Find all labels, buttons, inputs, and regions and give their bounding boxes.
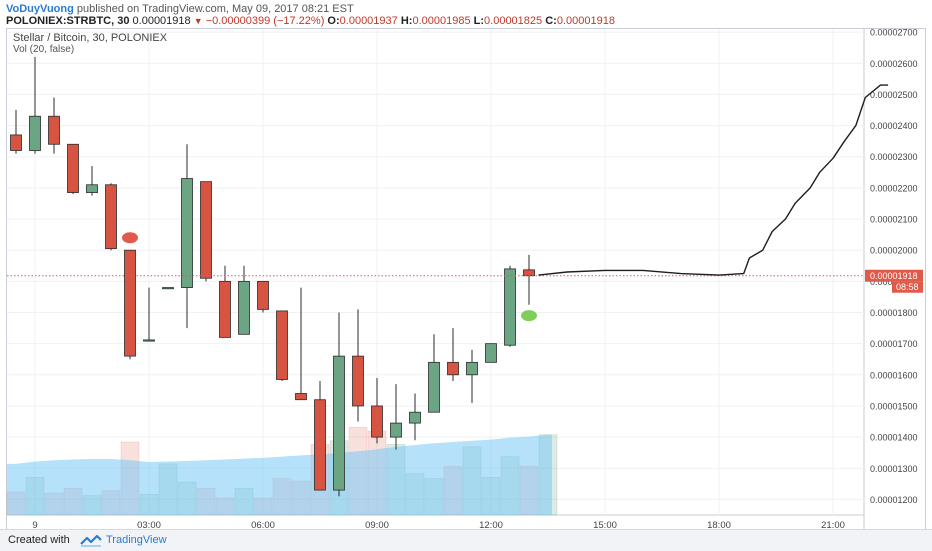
candle-body[interactable]: [29, 115, 41, 151]
y-tick-label: 0.00002100: [870, 215, 918, 225]
y-tick-label: 0.00002700: [870, 28, 918, 38]
candle-body[interactable]: [10, 134, 22, 151]
candle-body[interactable]: [181, 178, 193, 288]
x-tick-label: 12:00: [479, 520, 503, 531]
volume-legend: Vol (20, false): [13, 44, 75, 55]
y-tick-label: 0.00001400: [870, 433, 918, 443]
y-tick-label: 0.00001700: [870, 339, 918, 349]
candle-body[interactable]: [390, 422, 402, 438]
y-tick-label: 0.00002400: [870, 121, 918, 131]
candle-body[interactable]: [523, 269, 535, 277]
created-with-text: Created with: [8, 534, 70, 546]
y-tick-label: 0.00002500: [870, 90, 918, 100]
x-tick-label: 9: [32, 520, 37, 531]
low-label: L:: [473, 15, 485, 27]
candle-body[interactable]: [219, 280, 231, 338]
low-value: 0.00001825: [484, 15, 543, 27]
tradingview-logo-icon: [80, 534, 102, 547]
projection-line[interactable]: [538, 84, 889, 276]
y-tick-label: 0.00001600: [870, 370, 918, 380]
published-text: published on TradingView.com, May 09, 20…: [76, 3, 354, 15]
candle-body[interactable]: [257, 280, 269, 310]
last-price-tag: [865, 269, 923, 282]
down-arrow-icon: ▼: [193, 16, 203, 26]
candle-body[interactable]: [428, 361, 440, 413]
y-tick-label: 0.00001500: [870, 401, 918, 411]
y-tick-label: 0.00002600: [870, 59, 918, 69]
ohlc-header: POLONIEX:STRBTC, 30 0.00001918 ▼ −0.0000…: [6, 15, 615, 27]
candle-body[interactable]: [466, 361, 478, 376]
candle-body[interactable]: [67, 143, 79, 193]
candle-body[interactable]: [162, 287, 174, 290]
y-tick-label: 0.00001300: [870, 464, 918, 474]
marker-dot: [521, 310, 537, 322]
y-tick-label: 0.00002200: [870, 183, 918, 193]
open-label: O:: [327, 15, 340, 27]
x-tick-label: 03:00: [137, 520, 161, 531]
tradingview-brand[interactable]: TradingView: [106, 534, 167, 546]
candle-body[interactable]: [371, 405, 383, 438]
y-tick-label: 0.00002300: [870, 152, 918, 162]
high-value: 0.00001985: [412, 15, 471, 27]
author-link[interactable]: VoDuyVuong: [6, 3, 74, 15]
x-tick-label: 06:00: [251, 520, 275, 531]
publish-info: VoDuyVuong published on TradingView.com,…: [6, 3, 354, 15]
candle-body[interactable]: [295, 393, 307, 401]
marker-dot: [122, 232, 138, 244]
chart-legend-title: Stellar / Bitcoin, 30, POLONIEX: [13, 32, 168, 44]
close-label: C:: [545, 15, 557, 27]
y-tick-label: 0.00002000: [870, 246, 918, 256]
candle-body[interactable]: [485, 343, 497, 363]
volume-ma-area: [7, 434, 552, 515]
candle-body[interactable]: [48, 115, 60, 145]
open-value: 0.00001937: [339, 15, 398, 27]
y-tick-label: 0.00001200: [870, 495, 918, 505]
candle-body[interactable]: [409, 411, 421, 424]
candle-body[interactable]: [105, 184, 117, 250]
high-label: H:: [400, 15, 413, 27]
candle-body[interactable]: [276, 310, 288, 380]
symbol-label: POLONIEX:STRBTC, 30: [6, 15, 130, 27]
x-tick-label: 21:00: [821, 520, 845, 531]
x-tick-label: 09:00: [365, 520, 389, 531]
candle-body[interactable]: [86, 184, 98, 193]
candle-body[interactable]: [504, 268, 516, 346]
candle-body[interactable]: [238, 280, 250, 335]
x-tick-label: 15:00: [593, 520, 617, 531]
candle-body[interactable]: [200, 181, 212, 279]
last-price: 0.00001918: [132, 15, 191, 27]
x-tick-label: 18:00: [707, 520, 731, 531]
candle-body[interactable]: [314, 399, 326, 491]
candle-body[interactable]: [333, 355, 345, 491]
candle-body[interactable]: [143, 339, 155, 342]
price-change: −0.00000399 (−17.22%): [205, 15, 325, 27]
last-price-tag-text: 0.00001918: [870, 271, 918, 281]
close-value: 0.00001918: [556, 15, 615, 27]
countdown-tag: [892, 281, 923, 293]
footer-bar: Created with TradingView: [0, 529, 932, 551]
countdown-text: 08:58: [896, 282, 919, 292]
candle-body[interactable]: [124, 249, 136, 357]
candle-body[interactable]: [447, 361, 459, 376]
y-tick-label: 0.00001800: [870, 308, 918, 318]
candle-body[interactable]: [352, 355, 364, 407]
